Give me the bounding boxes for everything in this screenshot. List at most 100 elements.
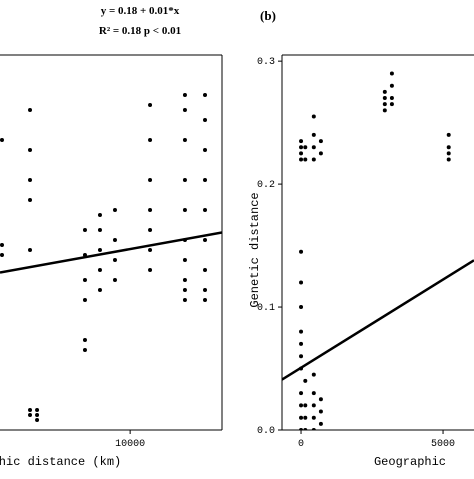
point — [318, 151, 323, 156]
point — [182, 178, 187, 182]
point — [299, 145, 304, 150]
point — [303, 157, 308, 162]
point — [28, 108, 33, 112]
point — [311, 403, 316, 408]
point — [148, 103, 153, 107]
point — [303, 428, 308, 430]
point — [311, 428, 316, 430]
point — [82, 338, 87, 342]
point — [182, 138, 187, 142]
regression-line — [0, 231, 222, 274]
point — [389, 96, 394, 101]
point — [112, 258, 117, 262]
plot-area — [282, 71, 474, 430]
point — [28, 198, 33, 202]
point — [299, 280, 304, 285]
point — [97, 248, 102, 252]
point — [299, 415, 304, 420]
point — [112, 278, 117, 282]
point — [446, 157, 451, 162]
point — [203, 93, 208, 97]
point — [311, 391, 316, 396]
y-axis-label: Genetic distance — [248, 192, 262, 307]
point — [318, 409, 323, 414]
panel-label: (b) — [260, 8, 276, 23]
point — [97, 288, 102, 292]
point — [148, 138, 153, 142]
point — [303, 415, 308, 420]
point — [82, 228, 87, 232]
regression-line — [282, 259, 474, 381]
point — [148, 178, 153, 182]
point — [35, 413, 40, 417]
point — [97, 228, 102, 232]
point — [182, 258, 187, 262]
point — [382, 96, 387, 101]
plot-area — [0, 93, 222, 422]
point — [311, 157, 316, 162]
point — [182, 278, 187, 282]
point — [311, 145, 316, 150]
point — [82, 348, 87, 352]
point — [303, 378, 308, 383]
point — [97, 213, 102, 217]
point — [446, 151, 451, 156]
y-tick-label: 0.2 — [257, 180, 275, 191]
x-axis-label: Geographic — [374, 455, 446, 469]
point — [203, 298, 208, 302]
point — [35, 418, 40, 422]
point — [382, 108, 387, 113]
point — [148, 228, 153, 232]
point — [35, 408, 40, 412]
point — [28, 408, 33, 412]
point — [299, 428, 304, 430]
point — [311, 132, 316, 137]
point — [303, 403, 308, 408]
point — [299, 329, 304, 334]
point — [0, 243, 4, 247]
point — [28, 148, 33, 152]
point — [299, 305, 304, 310]
point — [203, 148, 208, 152]
point — [148, 268, 153, 272]
point — [148, 248, 153, 252]
point — [203, 178, 208, 182]
point — [82, 278, 87, 282]
point — [182, 288, 187, 292]
point — [299, 249, 304, 254]
point — [311, 372, 316, 377]
y-tick-label: 0.1 — [257, 303, 275, 314]
point — [97, 268, 102, 272]
point — [311, 415, 316, 420]
point — [28, 248, 33, 252]
point — [203, 288, 208, 292]
point — [299, 139, 304, 144]
point — [389, 102, 394, 107]
point — [203, 118, 208, 122]
point — [299, 391, 304, 396]
point — [303, 145, 308, 150]
point — [0, 138, 4, 142]
point — [203, 238, 208, 242]
point — [203, 208, 208, 212]
x-axis-label: hic distance (km) — [0, 455, 121, 469]
point — [182, 93, 187, 97]
x-tick-label: 0 — [298, 439, 304, 450]
point — [389, 71, 394, 76]
point — [382, 102, 387, 107]
annotation: y = 0.18 + 0.01*x — [101, 5, 180, 17]
point — [318, 421, 323, 426]
point — [446, 132, 451, 137]
point — [112, 208, 117, 212]
point — [112, 238, 117, 242]
point — [28, 413, 33, 417]
point — [299, 151, 304, 156]
point — [182, 208, 187, 212]
point — [299, 341, 304, 346]
point — [299, 157, 304, 162]
point — [299, 354, 304, 359]
point — [0, 253, 4, 257]
y-tick-label: 0.0 — [257, 426, 275, 437]
